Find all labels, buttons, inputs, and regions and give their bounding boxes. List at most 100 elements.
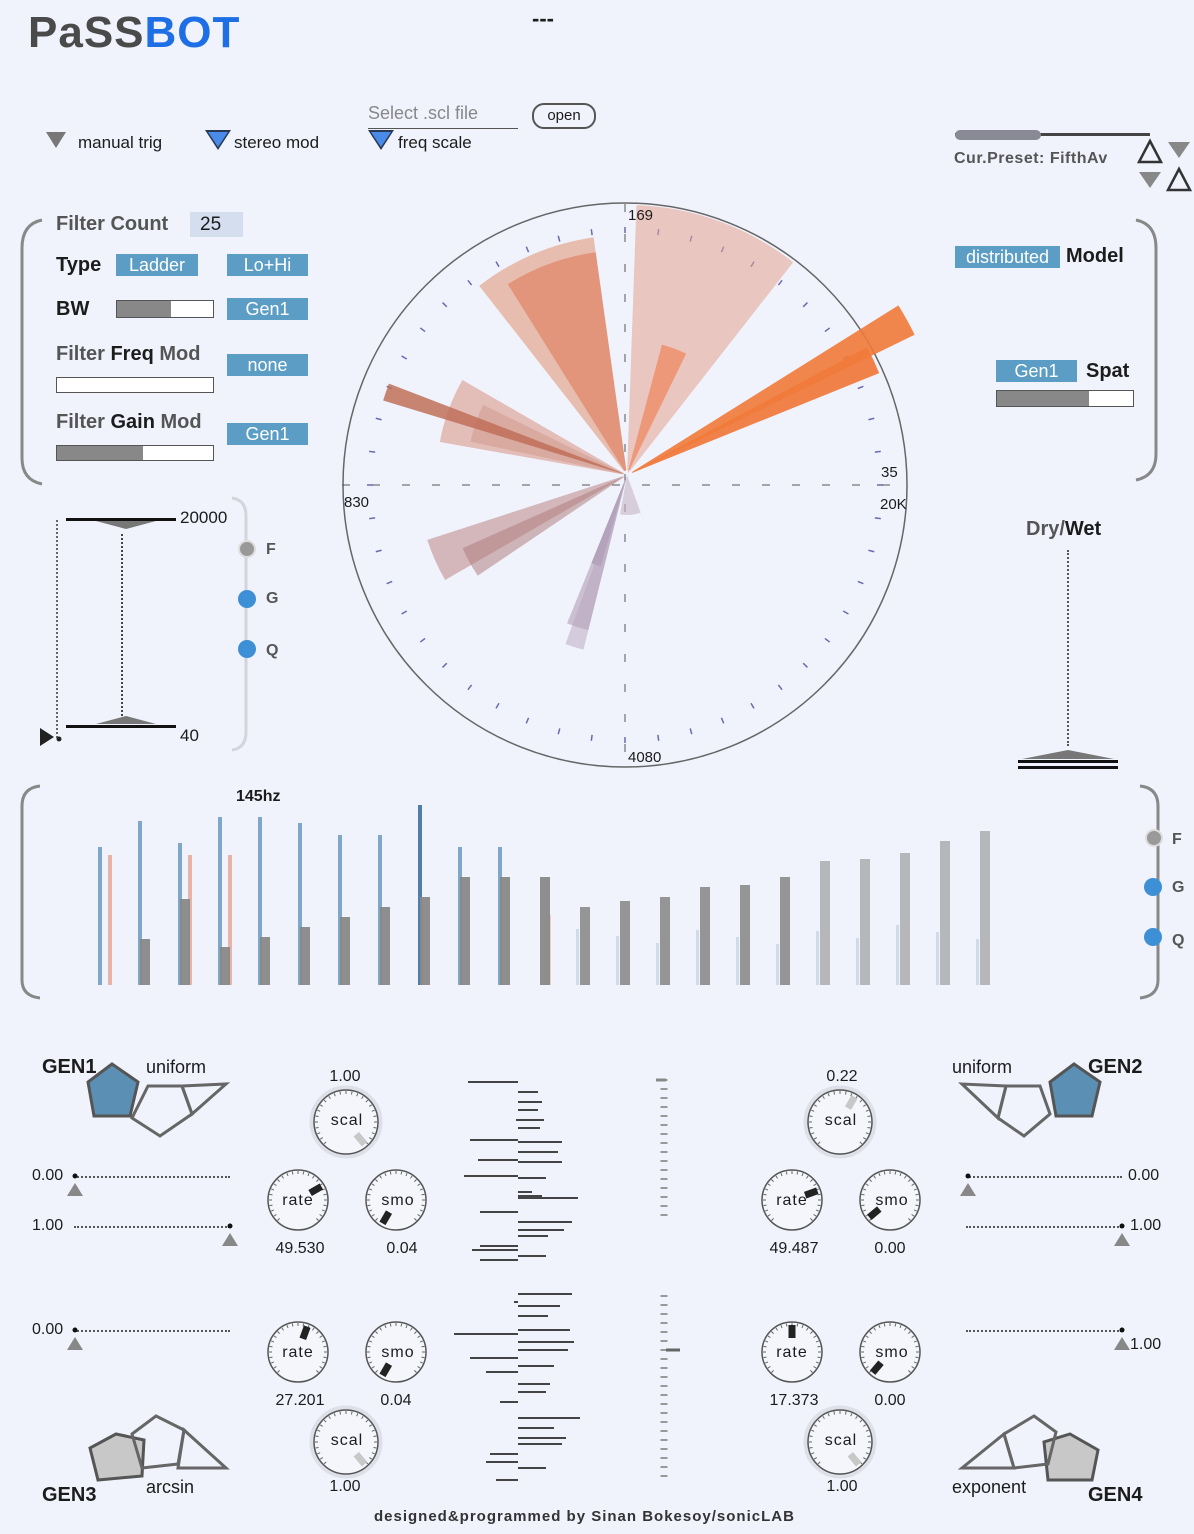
stereo-mod-toggle[interactable]: stereo mod: [205, 130, 335, 154]
gen2-min-handle[interactable]: [958, 1172, 978, 1198]
gen1-rate-knob[interactable]: [267, 1169, 329, 1231]
bw-slider-fill: [117, 301, 171, 317]
spectrum-f-radio[interactable]: [1145, 829, 1163, 847]
g-label: G: [266, 590, 279, 607]
range-min-handle[interactable]: [66, 725, 176, 728]
spectrum-g-radio[interactable]: [1144, 878, 1162, 896]
q-label: Q: [266, 642, 279, 659]
gen3-rate-knob[interactable]: [267, 1321, 329, 1383]
filter-dial[interactable]: [340, 202, 915, 772]
bw-slider[interactable]: [116, 300, 214, 318]
dry-wet-handle[interactable]: [1018, 760, 1118, 763]
gen4-shape-icon[interactable]: [957, 1412, 1103, 1492]
knob-tick: [813, 1214, 817, 1217]
knob-pointer: [299, 1325, 311, 1341]
dial-tick: [495, 261, 500, 268]
preset-down-icon[interactable]: [1168, 142, 1190, 158]
gain-mod-slider[interactable]: [56, 445, 214, 461]
knob-tick: [817, 1461, 821, 1465]
gen2-distribution[interactable]: uniform: [952, 1057, 1013, 1077]
dial-tick: [842, 610, 849, 615]
knob-tick: [771, 1218, 774, 1221]
knob-tick: [763, 1193, 767, 1196]
dial-tick: [689, 728, 693, 735]
knob-tick: [911, 1366, 915, 1369]
gen2-rate-knob[interactable]: [761, 1169, 823, 1231]
open-button[interactable]: open: [532, 103, 596, 129]
gen2-smo-knob[interactable]: [859, 1169, 921, 1231]
gen4-scal-knob[interactable]: [803, 1405, 877, 1479]
model-select[interactable]: distributed: [955, 246, 1060, 268]
gen4-rate-knob[interactable]: [761, 1321, 823, 1383]
f-radio[interactable]: [238, 540, 256, 558]
preset-slider[interactable]: [955, 130, 1150, 140]
g-radio[interactable]: [238, 590, 256, 608]
knob-tick: [863, 1209, 867, 1212]
knob-tick: [863, 1137, 867, 1140]
gen1-min-handle[interactable]: [66, 1172, 86, 1198]
dial-tick: [442, 662, 448, 668]
range-max-handle[interactable]: [66, 518, 176, 521]
gen2-scal-knob[interactable]: [803, 1085, 877, 1159]
spectrum-bars[interactable]: [90, 800, 1050, 990]
preset-nav-icons[interactable]: [1136, 138, 1193, 194]
preset-up-icon[interactable]: [1139, 172, 1161, 188]
spectrum-q-radio[interactable]: [1144, 928, 1162, 946]
play-icon[interactable]: [38, 726, 62, 748]
knob-tick: [419, 1188, 423, 1191]
knob-tick: [763, 1356, 767, 1359]
spat-source-select[interactable]: Gen1: [996, 360, 1077, 382]
knob-tick: [894, 1323, 897, 1327]
gen3-min-handle[interactable]: [66, 1326, 86, 1352]
gen1-smo-knob[interactable]: [365, 1169, 427, 1231]
q-radio[interactable]: [238, 640, 256, 658]
knob-tick: [369, 1209, 373, 1212]
gen3-scal-knob[interactable]: [309, 1405, 383, 1479]
manual-trig-toggle[interactable]: manual trig: [46, 130, 176, 154]
gen4-distribution[interactable]: exponent: [952, 1477, 1027, 1497]
knob-tick: [863, 1104, 867, 1107]
scl-file-select[interactable]: Select .scl file: [368, 103, 518, 129]
knob-tick: [384, 1173, 387, 1177]
freq-mod-source-select[interactable]: none: [227, 354, 308, 376]
gen4-smo-knob[interactable]: [859, 1321, 921, 1383]
gen1-max-handle[interactable]: [220, 1222, 240, 1248]
filter-count-input[interactable]: 25: [190, 212, 243, 237]
gen2-shape-icon[interactable]: [958, 1060, 1103, 1140]
freq-range-slider[interactable]: [36, 508, 236, 748]
freq-scale-toggle[interactable]: freq scale: [368, 130, 498, 154]
gen3-distribution[interactable]: arcsin: [146, 1477, 195, 1497]
knob-tick: [375, 1179, 378, 1182]
gen1-distribution[interactable]: uniform: [146, 1057, 207, 1077]
bw-source-select[interactable]: Gen1: [227, 298, 308, 320]
gen3-shape-icon[interactable]: [86, 1412, 231, 1492]
gen1-rate-label: rate: [282, 1192, 314, 1209]
freq-mod-slider[interactable]: [56, 377, 214, 393]
gen1-min-slider[interactable]: [74, 1176, 230, 1178]
knob-tick: [291, 1171, 294, 1175]
dial-tick: [590, 734, 593, 741]
gen3-min-slider[interactable]: [74, 1330, 230, 1332]
gen4-max-handle[interactable]: [1112, 1326, 1132, 1352]
gen2-min-slider[interactable]: [966, 1176, 1122, 1178]
knob-tick: [316, 1331, 319, 1334]
gen3-smo-knob[interactable]: [365, 1321, 427, 1383]
gain-mod-label-1: Filter: [56, 411, 111, 433]
filter-wedge: [632, 305, 915, 473]
gen1-shape-icon[interactable]: [86, 1060, 231, 1140]
gen4-max-slider[interactable]: [966, 1330, 1122, 1332]
gen2-scal-value: 0.22: [826, 1068, 858, 1085]
preset-next-icon[interactable]: [1165, 166, 1193, 192]
filter-mode-select[interactable]: Lo+Hi: [227, 254, 308, 276]
dry-wet-slider[interactable]: [1016, 550, 1120, 772]
spat-slider[interactable]: [996, 390, 1134, 407]
gen1-scal-knob[interactable]: [309, 1085, 383, 1159]
gen2-max-slider[interactable]: [966, 1226, 1122, 1228]
gen1-smo-label: smo: [381, 1192, 415, 1209]
preset-prev-icon[interactable]: [1136, 138, 1164, 164]
filter-type-select[interactable]: Ladder: [116, 254, 198, 276]
gain-mod-source-select[interactable]: Gen1: [227, 423, 308, 445]
gen1-max-slider[interactable]: [74, 1226, 230, 1228]
gen2-max-handle[interactable]: [1112, 1222, 1132, 1248]
